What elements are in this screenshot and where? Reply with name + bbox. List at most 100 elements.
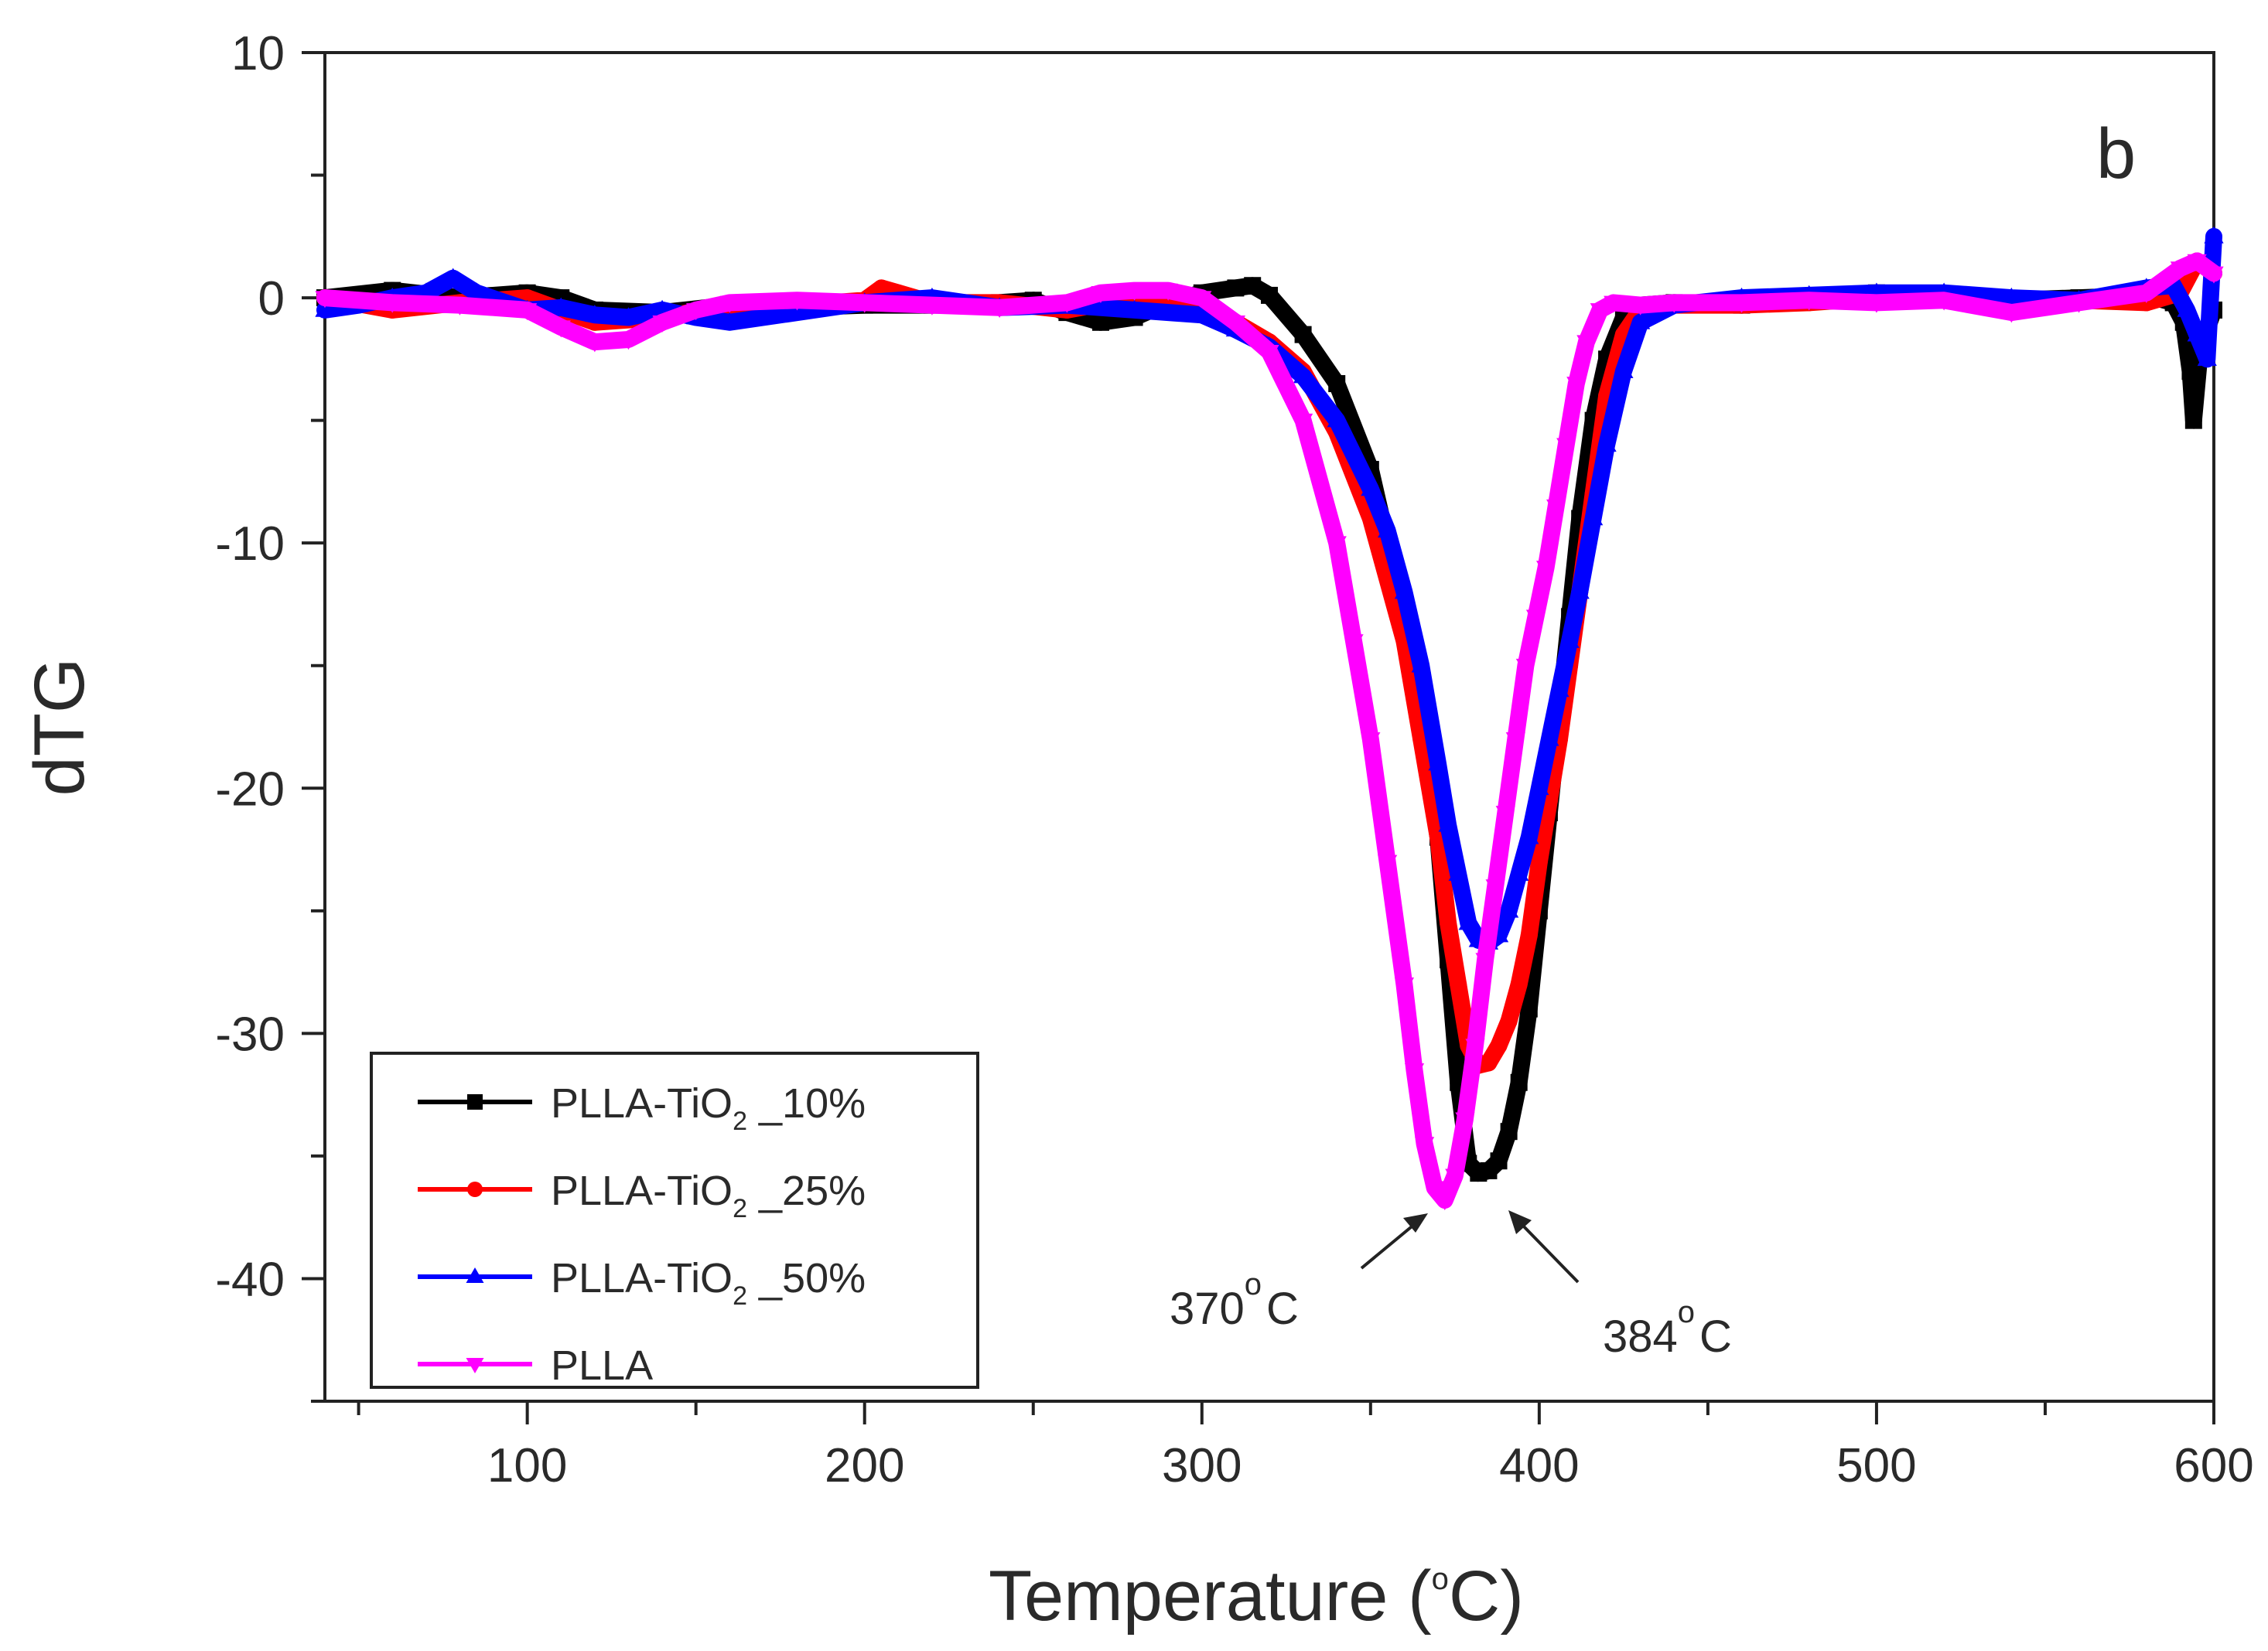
data-point xyxy=(1293,413,1313,431)
data-point xyxy=(517,303,538,321)
data-point xyxy=(1404,1063,1425,1081)
legend-marker xyxy=(467,1182,483,1197)
annotation-370-arrowhead xyxy=(1403,1213,1428,1233)
series-texture xyxy=(324,258,2215,1068)
data-point xyxy=(1327,536,1347,554)
data-point xyxy=(873,279,890,297)
data-point xyxy=(1529,778,1549,796)
x-tick-label: 300 xyxy=(1162,1439,1242,1492)
plot-frame xyxy=(323,51,2215,1403)
data-point xyxy=(1556,438,1576,455)
data-point xyxy=(1465,1039,1485,1056)
data-point xyxy=(1361,732,1381,750)
data-point xyxy=(787,302,808,319)
data-point xyxy=(922,298,942,316)
x-tick-label: 100 xyxy=(487,1439,567,1492)
data-point xyxy=(1500,1012,1518,1030)
data-point xyxy=(719,295,739,313)
data-point xyxy=(443,268,463,285)
data-point xyxy=(618,307,639,325)
data-point xyxy=(1425,1181,1445,1199)
data-point xyxy=(1361,479,1381,496)
data-point xyxy=(551,320,571,338)
data-point xyxy=(1261,286,1278,304)
data-point xyxy=(1192,291,1212,309)
data-point xyxy=(1475,953,1495,970)
y-tick-label: -30 xyxy=(215,1008,285,1061)
data-point xyxy=(1799,293,1819,311)
data-point xyxy=(1455,1112,1475,1130)
legend-item-1: PLLA-TiO2 _10% xyxy=(418,1080,866,1136)
data-point xyxy=(1227,279,1245,297)
data-point xyxy=(1495,806,1515,824)
series-line xyxy=(316,252,2222,1074)
annotation-384-label: 384o C xyxy=(1603,1295,1732,1362)
data-point xyxy=(585,335,605,353)
data-point xyxy=(1158,283,1178,301)
data-point xyxy=(1520,1000,1538,1018)
data-point xyxy=(1435,1193,1455,1211)
data-point xyxy=(1225,316,1246,333)
data-point xyxy=(1604,295,1624,313)
data-point xyxy=(1519,827,1539,844)
data-point xyxy=(1597,435,1617,452)
data-point xyxy=(1505,732,1525,750)
legend-label: PLLA-TiO2 _25% xyxy=(551,1168,866,1223)
data-point xyxy=(1411,655,1431,673)
x-axis-ticks: 100 200 300 400 500 600 xyxy=(357,1401,2254,1492)
data-point xyxy=(1414,1137,1435,1155)
series-texture xyxy=(324,283,2216,1175)
y-tick-label: -10 xyxy=(215,517,285,571)
legend-label: PLLA-TiO2 _50% xyxy=(551,1255,866,1311)
series-2 xyxy=(316,252,2222,1074)
data-point xyxy=(1549,680,1569,698)
legend-marker xyxy=(467,1094,483,1110)
y-axis-ticks: 10 0 -10 -20 -30 -40 xyxy=(215,27,325,1403)
data-point xyxy=(1559,630,1580,648)
data-point xyxy=(1394,582,1415,599)
data-point xyxy=(989,300,1009,318)
data-point xyxy=(652,316,672,333)
data-point xyxy=(1631,298,1651,316)
data-point xyxy=(1448,864,1468,882)
annotation-370-label: 370o C xyxy=(1170,1267,1299,1334)
series-4 xyxy=(315,252,2224,1211)
data-point xyxy=(855,295,875,313)
y-tick-label: 0 xyxy=(258,272,285,326)
data-point xyxy=(1124,299,1145,317)
data-point xyxy=(551,297,571,315)
data-point xyxy=(2187,254,2207,271)
data-point xyxy=(1631,312,1651,329)
y-tick-label: -20 xyxy=(215,762,285,816)
data-point xyxy=(2136,285,2157,303)
panel-letter: b xyxy=(2096,114,2136,193)
data-point xyxy=(787,293,808,311)
data-point xyxy=(1124,283,1145,301)
data-point xyxy=(1377,854,1398,872)
data-point xyxy=(2001,287,2022,305)
data-point xyxy=(1192,305,1212,322)
legend-marker xyxy=(466,1358,484,1373)
data-point xyxy=(1535,561,1556,578)
data-point xyxy=(1530,853,1548,871)
data-point xyxy=(686,303,706,321)
data-point xyxy=(1293,366,1313,384)
data-point xyxy=(1520,926,1538,944)
series-line xyxy=(316,277,2222,1182)
annotation-384-arrow xyxy=(1519,1222,1580,1284)
data-point xyxy=(1509,864,1529,882)
legend-label: PLLA-TiO2 _10% xyxy=(551,1080,866,1136)
data-point xyxy=(1515,658,1536,676)
x-tick-label: 400 xyxy=(1499,1439,1579,1492)
data-point xyxy=(1438,814,1458,832)
x-tick-label: 200 xyxy=(825,1439,904,1492)
data-point xyxy=(1327,410,1347,428)
legend-label: PLLA xyxy=(551,1342,653,1389)
data-point xyxy=(1546,499,1566,517)
data-point xyxy=(1440,914,1457,932)
annotation-384: 384o C xyxy=(1508,1210,1732,1362)
data-point xyxy=(1867,295,1887,313)
series-1 xyxy=(316,277,2222,1182)
data-point xyxy=(2181,363,2199,380)
legend-item-4: PLLA xyxy=(418,1342,653,1389)
